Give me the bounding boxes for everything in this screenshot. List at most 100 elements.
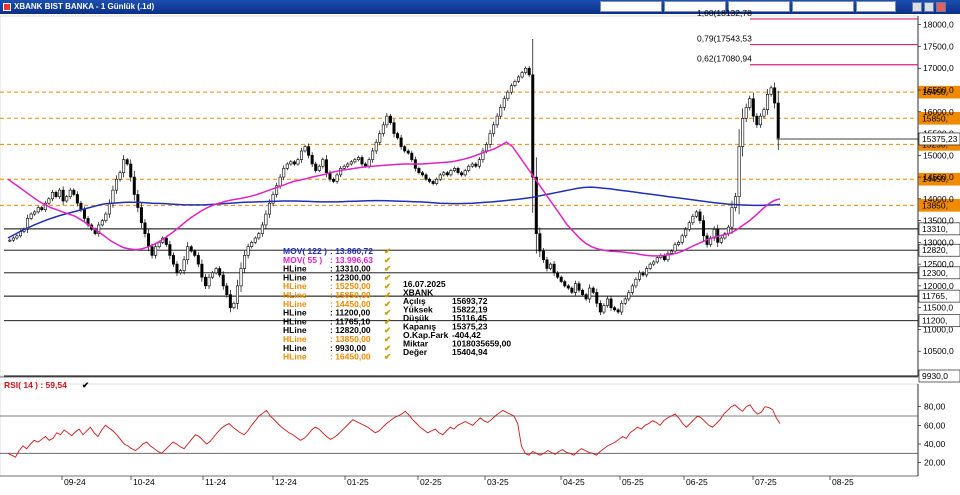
candle-body-65 (239, 268, 243, 287)
candle-body-5 (26, 218, 30, 230)
candle-body-105 (381, 124, 385, 134)
current-price-label: 15375,23 (922, 134, 958, 144)
candle-body-74 (271, 194, 275, 204)
candle-body-34 (129, 163, 133, 178)
maximize-icon[interactable] (924, 2, 934, 12)
hline-tag-label-10: 9930,0 (922, 371, 948, 381)
candle-body-212 (762, 109, 766, 117)
candle-body-7 (33, 211, 37, 215)
candle-body-153 (552, 263, 556, 274)
legend-hline-6-value: : 11765,10 (330, 316, 370, 326)
candle-body-91 (332, 178, 336, 182)
candle-body-123 (445, 172, 449, 176)
candle-body-53 (196, 255, 200, 265)
candle-body-14 (58, 189, 62, 197)
hline-tag-1 (918, 111, 960, 125)
candle-body-138 (499, 107, 503, 117)
candle-body-165 (595, 292, 599, 304)
candle-body-70 (257, 233, 261, 239)
candle-body-94 (342, 165, 346, 169)
candle-body-173 (623, 298, 627, 304)
date-tick-label-6: 03-25 (487, 477, 509, 487)
candle-body-29 (111, 189, 115, 204)
ohlc-row-value-6: 15404,94 (452, 347, 488, 357)
candle-body-41 (154, 246, 158, 256)
candle-body-83 (303, 146, 307, 152)
legend-hline-9-check: ✔ (384, 343, 391, 353)
toolbar-field-1[interactable] (600, 1, 662, 12)
ohlc-date: 16.07.2025 (403, 279, 446, 289)
candle-body-206 (741, 117, 745, 147)
candle-body-137 (495, 115, 499, 126)
price-tick-label-12: 12000,0 (923, 281, 954, 291)
candle-body-124 (449, 170, 453, 176)
legend-mov55-check: ✔ (384, 255, 391, 265)
toolbar-field-4[interactable] (792, 1, 854, 12)
toolbar-field-2[interactable] (664, 1, 726, 12)
candle-body-95 (346, 163, 350, 167)
candle-body-211 (758, 115, 762, 126)
legend-hline-5-value: : 11200,00 (330, 308, 370, 318)
candle-body-58 (214, 268, 218, 274)
candle-body-48 (179, 270, 183, 274)
close-icon[interactable] (936, 2, 946, 12)
candle-body-186 (669, 250, 673, 254)
candle-body-72 (264, 213, 268, 226)
rsi-panel: RSI( 14 ) : 59,54 ✔ 80,00 60,00 40,00 20,00 (0, 380, 946, 477)
ohlc-row-label-5: Miktar (403, 339, 429, 349)
candle-body-68 (250, 242, 254, 248)
candle-body-100 (364, 163, 368, 167)
legend-mov122-check: ✔ (384, 246, 391, 256)
candle-body-131 (474, 163, 478, 167)
date-tick-label-2: 11-24 (205, 477, 226, 487)
candle-body-172 (620, 303, 624, 313)
candle-body-16 (65, 196, 69, 202)
legend-hline-8-value: : 13850,00 (330, 334, 371, 344)
rsi-title: RSI( 14 ) : 59,54 (4, 380, 67, 390)
candle-body-142 (513, 80, 517, 86)
rsi-tick-label-1: 60,00 (924, 420, 946, 430)
minimize-icon[interactable] (912, 2, 922, 12)
candle-body-179 (645, 268, 649, 276)
ohlc-symbol: XBANK (403, 288, 434, 298)
candle-body-155 (559, 276, 563, 282)
candle-body-127 (460, 172, 464, 176)
candle-body-143 (517, 76, 521, 82)
legend-mov55-label: MOV( 55 ) (283, 255, 322, 265)
hline-tag-7 (918, 266, 960, 280)
candle-body-193 (694, 211, 698, 217)
legend-hline-0-value: : 13310,00 (330, 264, 371, 274)
legend-hline-1-check: ✔ (384, 272, 391, 282)
candle-body-113 (410, 152, 414, 160)
price-tick-label-2: 17000,0 (923, 63, 954, 73)
toolbar-field-5[interactable] (856, 1, 896, 12)
candle-body-188 (677, 242, 681, 245)
candle-body-216 (776, 102, 780, 139)
candle-body-120 (435, 178, 439, 184)
price-tick-label-10: 13000,0 (923, 237, 954, 247)
candle-body-103 (374, 141, 378, 152)
legend-hline-9-value: : 9930,00 (330, 343, 366, 353)
candle-body-30 (115, 178, 119, 191)
candle-body-11 (47, 198, 51, 204)
candle-body-2 (15, 235, 19, 239)
fib-label-1: 0,79(17543,53 (697, 34, 752, 44)
price-tick-label-11: 12500,0 (923, 259, 954, 269)
legend-hline-7-label: HLine (283, 325, 307, 335)
candle-body-6 (29, 213, 33, 219)
date-tick-label-3: 12-24 (275, 477, 297, 487)
candle-body-139 (502, 98, 506, 108)
date-tick-label-1: 10-24 (133, 477, 155, 487)
legend-hline-4-check: ✔ (384, 299, 391, 309)
candle-body-163 (588, 287, 592, 300)
candle-body-190 (684, 229, 688, 237)
candle-body-12 (50, 191, 54, 200)
candle-body-136 (492, 124, 496, 134)
candle-body-150 (541, 250, 545, 261)
price-tick-label-1: 17500,0 (923, 41, 954, 51)
toolbar-field-3[interactable] (728, 1, 790, 12)
rsi-frame (0, 383, 919, 477)
candle-body-62 (228, 294, 232, 308)
legend-hline-4-label: HLine (283, 299, 307, 309)
